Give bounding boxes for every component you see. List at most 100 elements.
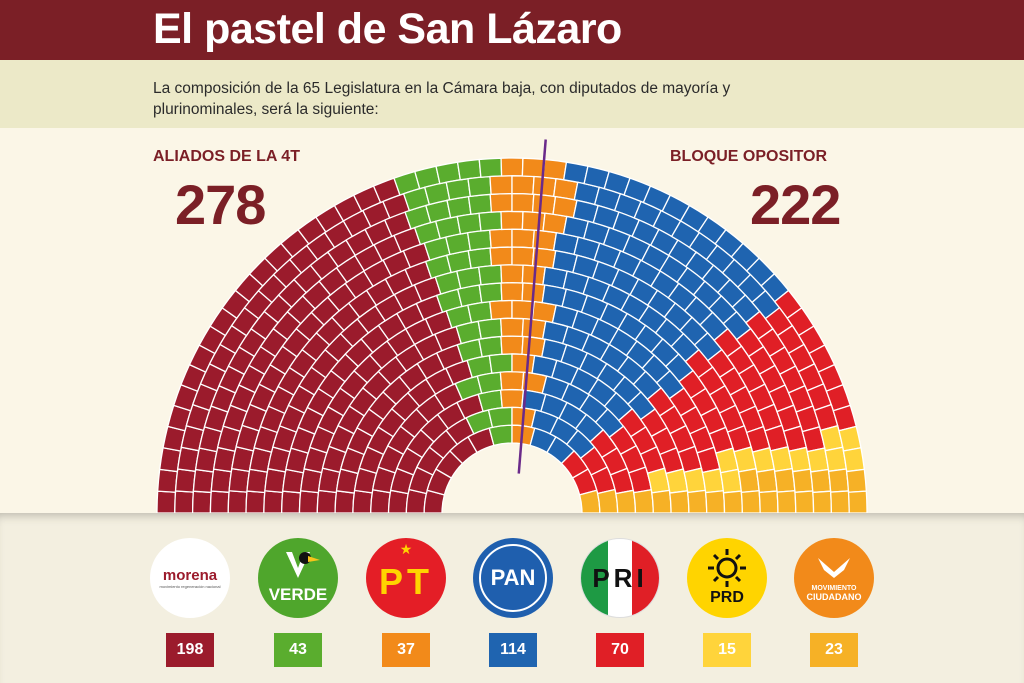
seat-pt xyxy=(532,175,557,198)
seat-morena xyxy=(334,490,355,513)
seat-pt xyxy=(511,246,535,267)
seat-morena xyxy=(156,490,177,513)
seat-movimiento-ciudadano xyxy=(755,468,778,494)
right-block-label: BLOQUE OPOSITOR xyxy=(670,148,828,165)
morena-logo-text: morena xyxy=(162,567,218,584)
pan-count: 114 xyxy=(489,633,537,667)
block-divider-line xyxy=(517,139,547,474)
seat-pt xyxy=(521,317,547,340)
party-mc: MOVIMIENTO CIUDADANO 23 xyxy=(794,538,874,667)
seat-verde xyxy=(477,317,503,340)
seat-pt xyxy=(499,371,525,391)
seat-movimiento-ciudadano xyxy=(845,468,868,493)
toucan-icon xyxy=(286,552,320,578)
morena-logo-icon: morena movimiento regeneración nacional xyxy=(150,538,230,618)
seat-morena xyxy=(210,468,233,493)
seat-verde xyxy=(476,371,503,395)
party-prd: PRD 15 xyxy=(687,538,767,667)
seat-prd xyxy=(733,446,757,473)
seat-morena xyxy=(387,489,409,513)
seat-pt xyxy=(511,228,535,249)
parliament-chart xyxy=(0,128,1024,513)
prd-logo-text: PRD xyxy=(710,589,744,606)
seat-verde xyxy=(488,424,513,447)
party-pt: ★ PT 37 xyxy=(366,538,446,667)
seat-pt xyxy=(521,335,546,358)
seat-movimiento-ciudadano xyxy=(829,490,850,513)
seat-movimiento-ciudadano xyxy=(596,488,619,513)
seat-pt xyxy=(489,228,513,249)
seat-pt xyxy=(521,210,546,232)
seat-movimiento-ciudadano xyxy=(633,489,654,513)
seat-movimiento-ciudadano xyxy=(776,490,797,513)
seat-movimiento-ciudadano xyxy=(758,490,779,513)
right-block-total: 222 xyxy=(750,173,841,236)
seat-movimiento-ciudadano xyxy=(669,490,690,513)
party-pan: PAN 114 xyxy=(473,538,553,667)
seat-morena xyxy=(209,490,230,513)
seat-morena xyxy=(263,490,284,513)
seat-movimiento-ciudadano xyxy=(737,467,760,494)
morena-count: 198 xyxy=(166,633,214,667)
pri-logo-text: PRI xyxy=(592,562,648,593)
seat-morena xyxy=(370,489,391,513)
seat-pt xyxy=(531,193,557,215)
seat-morena xyxy=(245,490,266,513)
star-icon: ★ xyxy=(399,541,413,557)
seat-pt xyxy=(499,317,525,338)
seat-prd xyxy=(842,447,866,473)
seat-morena xyxy=(174,468,197,493)
eagle-icon xyxy=(818,558,850,578)
party-pri: PRI 70 xyxy=(580,538,660,667)
seat-pt xyxy=(500,157,524,177)
seat-pt xyxy=(489,192,513,213)
verde-count: 43 xyxy=(274,633,322,667)
seat-movimiento-ciudadano xyxy=(704,490,726,513)
mc-count: 23 xyxy=(810,633,858,667)
seat-pt xyxy=(542,158,568,181)
seat-morena xyxy=(298,490,320,513)
seat-verde xyxy=(466,229,492,252)
seat-prd xyxy=(769,445,794,473)
seat-verde xyxy=(488,353,513,374)
seat-movimiento-ciudadano xyxy=(578,489,601,513)
seat-morena xyxy=(281,490,302,513)
morena-logo-subtext: movimiento regeneración nacional xyxy=(159,584,221,589)
seat-movimiento-ciudadano xyxy=(686,489,708,513)
parliament-svg xyxy=(156,139,868,513)
seat-morena xyxy=(192,468,214,494)
seat-pt xyxy=(489,299,513,321)
seat-movimiento-ciudadano xyxy=(773,467,796,493)
seat-verde xyxy=(487,406,513,429)
page-title: El pastel de San Lázaro xyxy=(153,5,622,53)
seat-verde xyxy=(467,175,492,198)
seat-pt xyxy=(521,157,546,178)
seat-verde xyxy=(467,247,493,270)
seat-prd xyxy=(683,467,707,494)
pri-red-stripe xyxy=(632,539,659,617)
seat-verde xyxy=(467,193,493,215)
seat-pt xyxy=(500,335,524,355)
seat-verde xyxy=(445,177,472,201)
seat-pt xyxy=(489,175,513,196)
seat-movimiento-ciudadano xyxy=(740,490,761,513)
seat-verde xyxy=(478,282,503,304)
seat-movimiento-ciudadano xyxy=(651,489,672,513)
seat-pt xyxy=(500,264,524,284)
pt-logo-icon: ★ PT xyxy=(366,538,446,618)
left-block-total: 278 xyxy=(175,173,266,236)
verde-logo-text: VERDE xyxy=(268,585,328,604)
pri-logo-icon: PRI xyxy=(580,538,660,618)
sun-icon xyxy=(708,549,746,587)
seat-morena xyxy=(227,490,248,513)
seat-morena xyxy=(174,490,195,513)
seat-verde xyxy=(456,266,482,290)
pri-count: 70 xyxy=(596,633,644,667)
seat-verde xyxy=(478,210,503,232)
pt-logo-text: PT xyxy=(378,561,433,602)
seat-pt xyxy=(489,246,513,267)
seat-movimiento-ciudadano xyxy=(615,489,637,513)
pt-count: 37 xyxy=(382,633,430,667)
pri-green-stripe xyxy=(581,539,608,617)
party-verde: VERDE 43 xyxy=(258,538,338,667)
